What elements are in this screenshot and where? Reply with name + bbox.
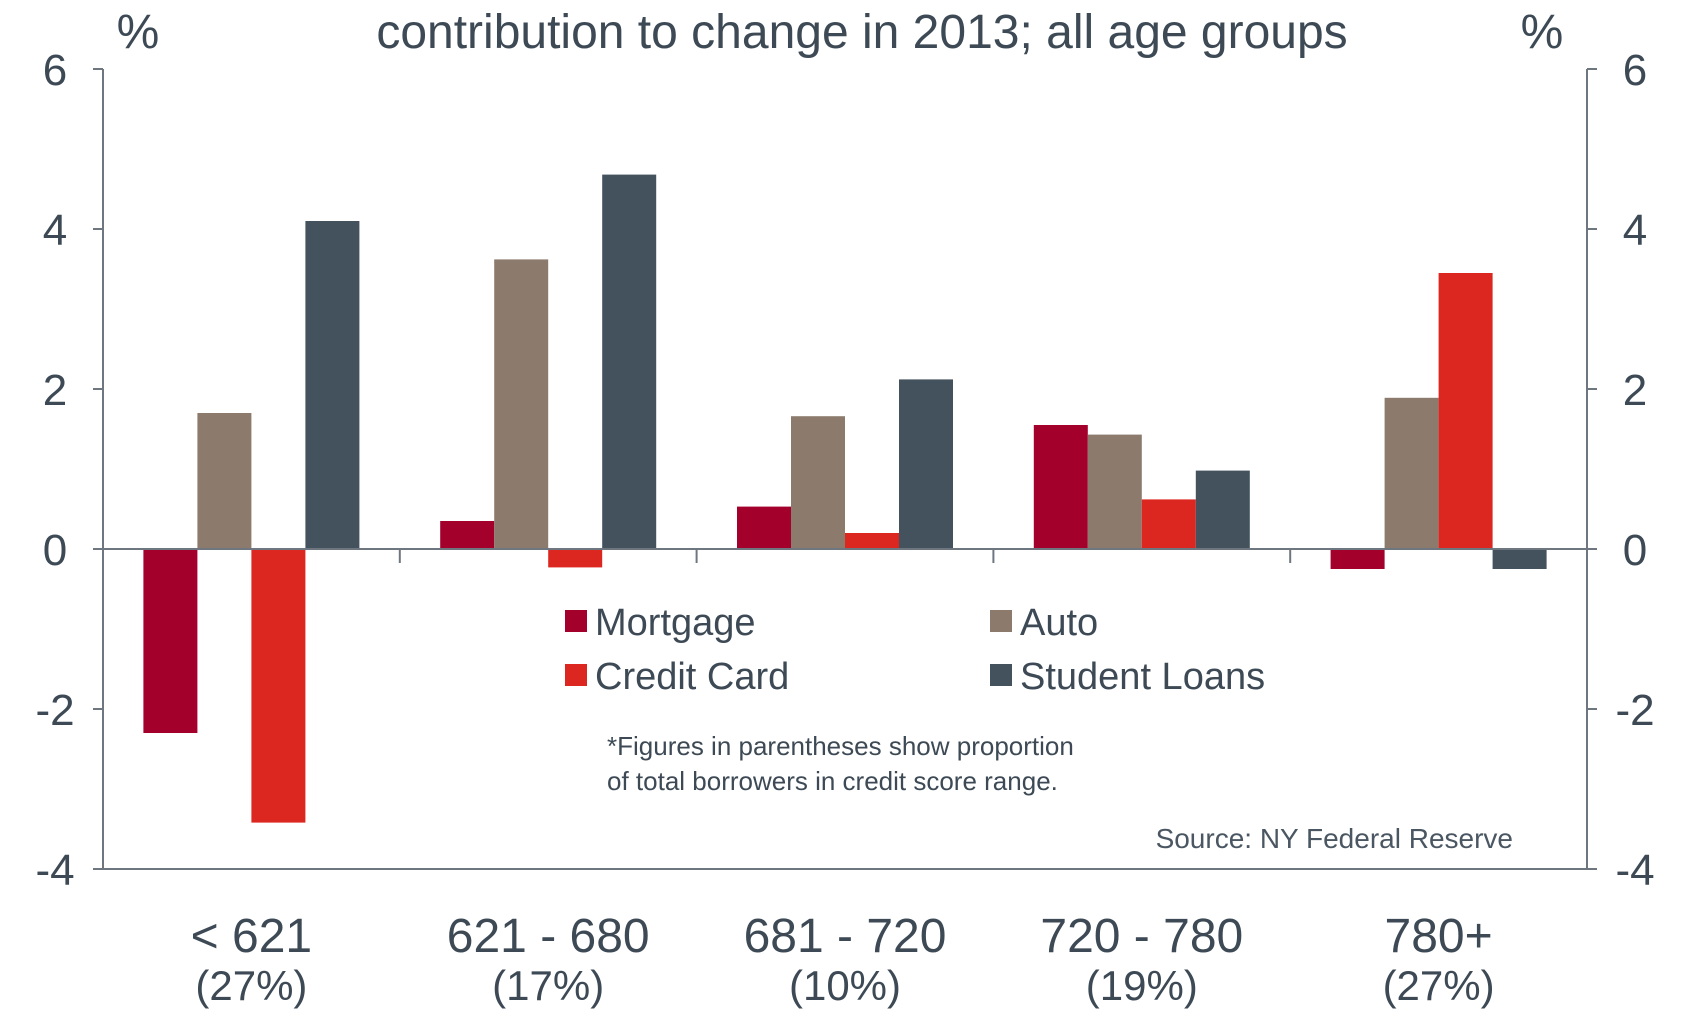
x-tick-label: 720 - 780	[1040, 910, 1243, 963]
source-note: Source: NY Federal Reserve	[1156, 823, 1513, 854]
y-ticks: 6 6 4 4 2 2 0 0 -2 -2 -4 -4	[35, 46, 1654, 895]
bar-student-loans-4	[1195, 470, 1250, 549]
x-tick-label: 681 - 720	[744, 910, 947, 963]
plot-frame	[102, 69, 1588, 870]
category-labels: < 621(27%)621 - 680(17%)681 - 720(10%)72…	[191, 910, 1495, 1009]
bar-credit-card-4	[1141, 499, 1196, 549]
left-unit-label: %	[117, 6, 160, 59]
x-tick-share-label: (19%)	[1086, 962, 1198, 1009]
y-tick-label-left: -2	[35, 686, 74, 735]
y-tick-label-right: -2	[1615, 686, 1654, 735]
legend-swatch-auto	[990, 610, 1012, 632]
bar-mortgage-4	[1033, 425, 1088, 549]
legend-label-auto: Auto	[1020, 602, 1098, 644]
chart-title: contribution to change in 2013; all age …	[376, 6, 1347, 59]
legend-swatch-student-loans	[990, 664, 1012, 686]
footnote-line-1: *Figures in parentheses show proportion	[607, 731, 1074, 761]
bar-mortgage-1	[143, 549, 198, 733]
x-tick-share-label: (27%)	[195, 962, 307, 1009]
legend-label-credit-card: Credit Card	[595, 656, 789, 698]
y-tick-label-right: 6	[1623, 46, 1647, 95]
y-tick-label-left: 4	[43, 206, 67, 255]
x-tick-share-label: (17%)	[492, 962, 604, 1009]
y-tick-label-right: 0	[1623, 526, 1647, 575]
bar-auto-3	[791, 416, 845, 549]
y-tick-label-left: 6	[43, 46, 67, 95]
x-ticks	[398, 549, 1292, 563]
y-tick-label-left: -4	[35, 846, 74, 895]
bar-mortgage-2	[440, 521, 495, 549]
bar-student-loans-2	[602, 174, 657, 549]
footnote-line-2: of total borrowers in credit score range…	[607, 766, 1058, 796]
bar-student-loans-5	[1492, 549, 1547, 569]
legend-swatch-mortgage	[565, 610, 587, 632]
bar-student-loans-1	[305, 221, 360, 549]
y-tick-label-left: 0	[43, 526, 67, 575]
bar-credit-card-1	[251, 549, 306, 823]
bar-credit-card-5	[1438, 273, 1493, 549]
bar-mortgage-5	[1330, 549, 1385, 569]
bar-credit-card-2	[548, 549, 603, 568]
x-tick-label: 621 - 680	[447, 910, 650, 963]
x-tick-label: 780+	[1385, 910, 1493, 963]
bar-auto-4	[1087, 434, 1142, 549]
legend-label-mortgage: Mortgage	[595, 602, 756, 644]
bar-auto-2	[494, 259, 549, 549]
right-unit-label: %	[1521, 6, 1564, 59]
bar-auto-1	[197, 413, 252, 549]
legend-swatch-credit-card	[565, 664, 587, 686]
legend-label-student-loans: Student Loans	[1020, 656, 1265, 698]
y-tick-label-left: 2	[43, 366, 67, 415]
x-tick-share-label: (10%)	[789, 962, 901, 1009]
y-tick-label-right: 4	[1623, 206, 1647, 255]
legend: Mortgage Auto Credit Card Student Loans	[565, 602, 1265, 698]
bar-mortgage-3	[737, 506, 791, 549]
bar-auto-5	[1384, 397, 1439, 549]
bars	[143, 174, 1547, 823]
y-tick-label-right: -4	[1615, 846, 1654, 895]
bar-credit-card-3	[845, 533, 899, 549]
y-tick-label-right: 2	[1623, 366, 1647, 415]
x-tick-share-label: (27%)	[1383, 962, 1495, 1009]
x-tick-label: < 621	[191, 910, 312, 963]
bar-student-loans-3	[899, 379, 953, 549]
